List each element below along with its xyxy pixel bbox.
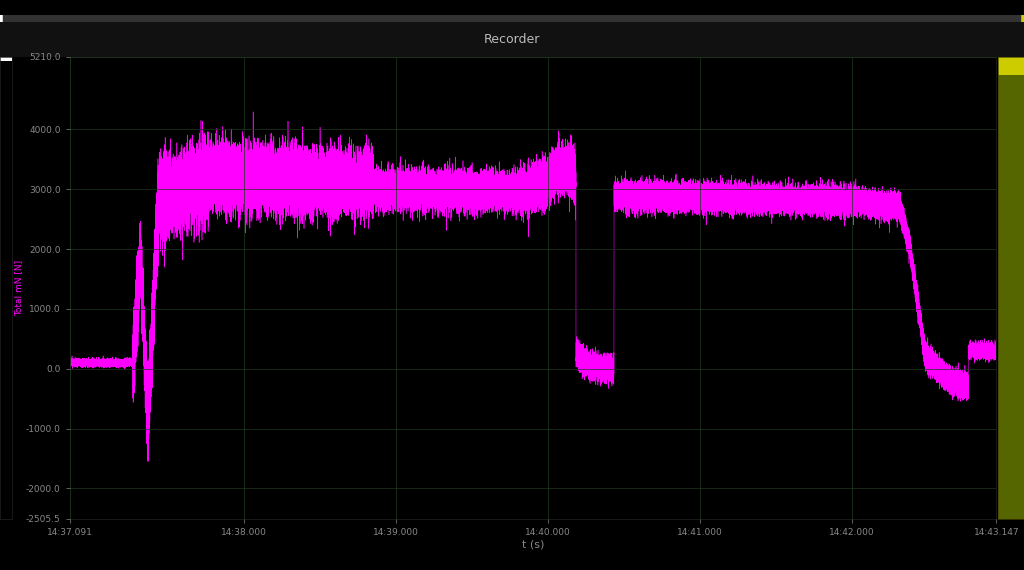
Y-axis label: Total mN [N]: Total mN [N] <box>14 260 23 316</box>
Text: Recorder: Recorder <box>483 33 541 46</box>
X-axis label: t (s): t (s) <box>522 540 544 549</box>
Bar <box>998 57 1024 75</box>
